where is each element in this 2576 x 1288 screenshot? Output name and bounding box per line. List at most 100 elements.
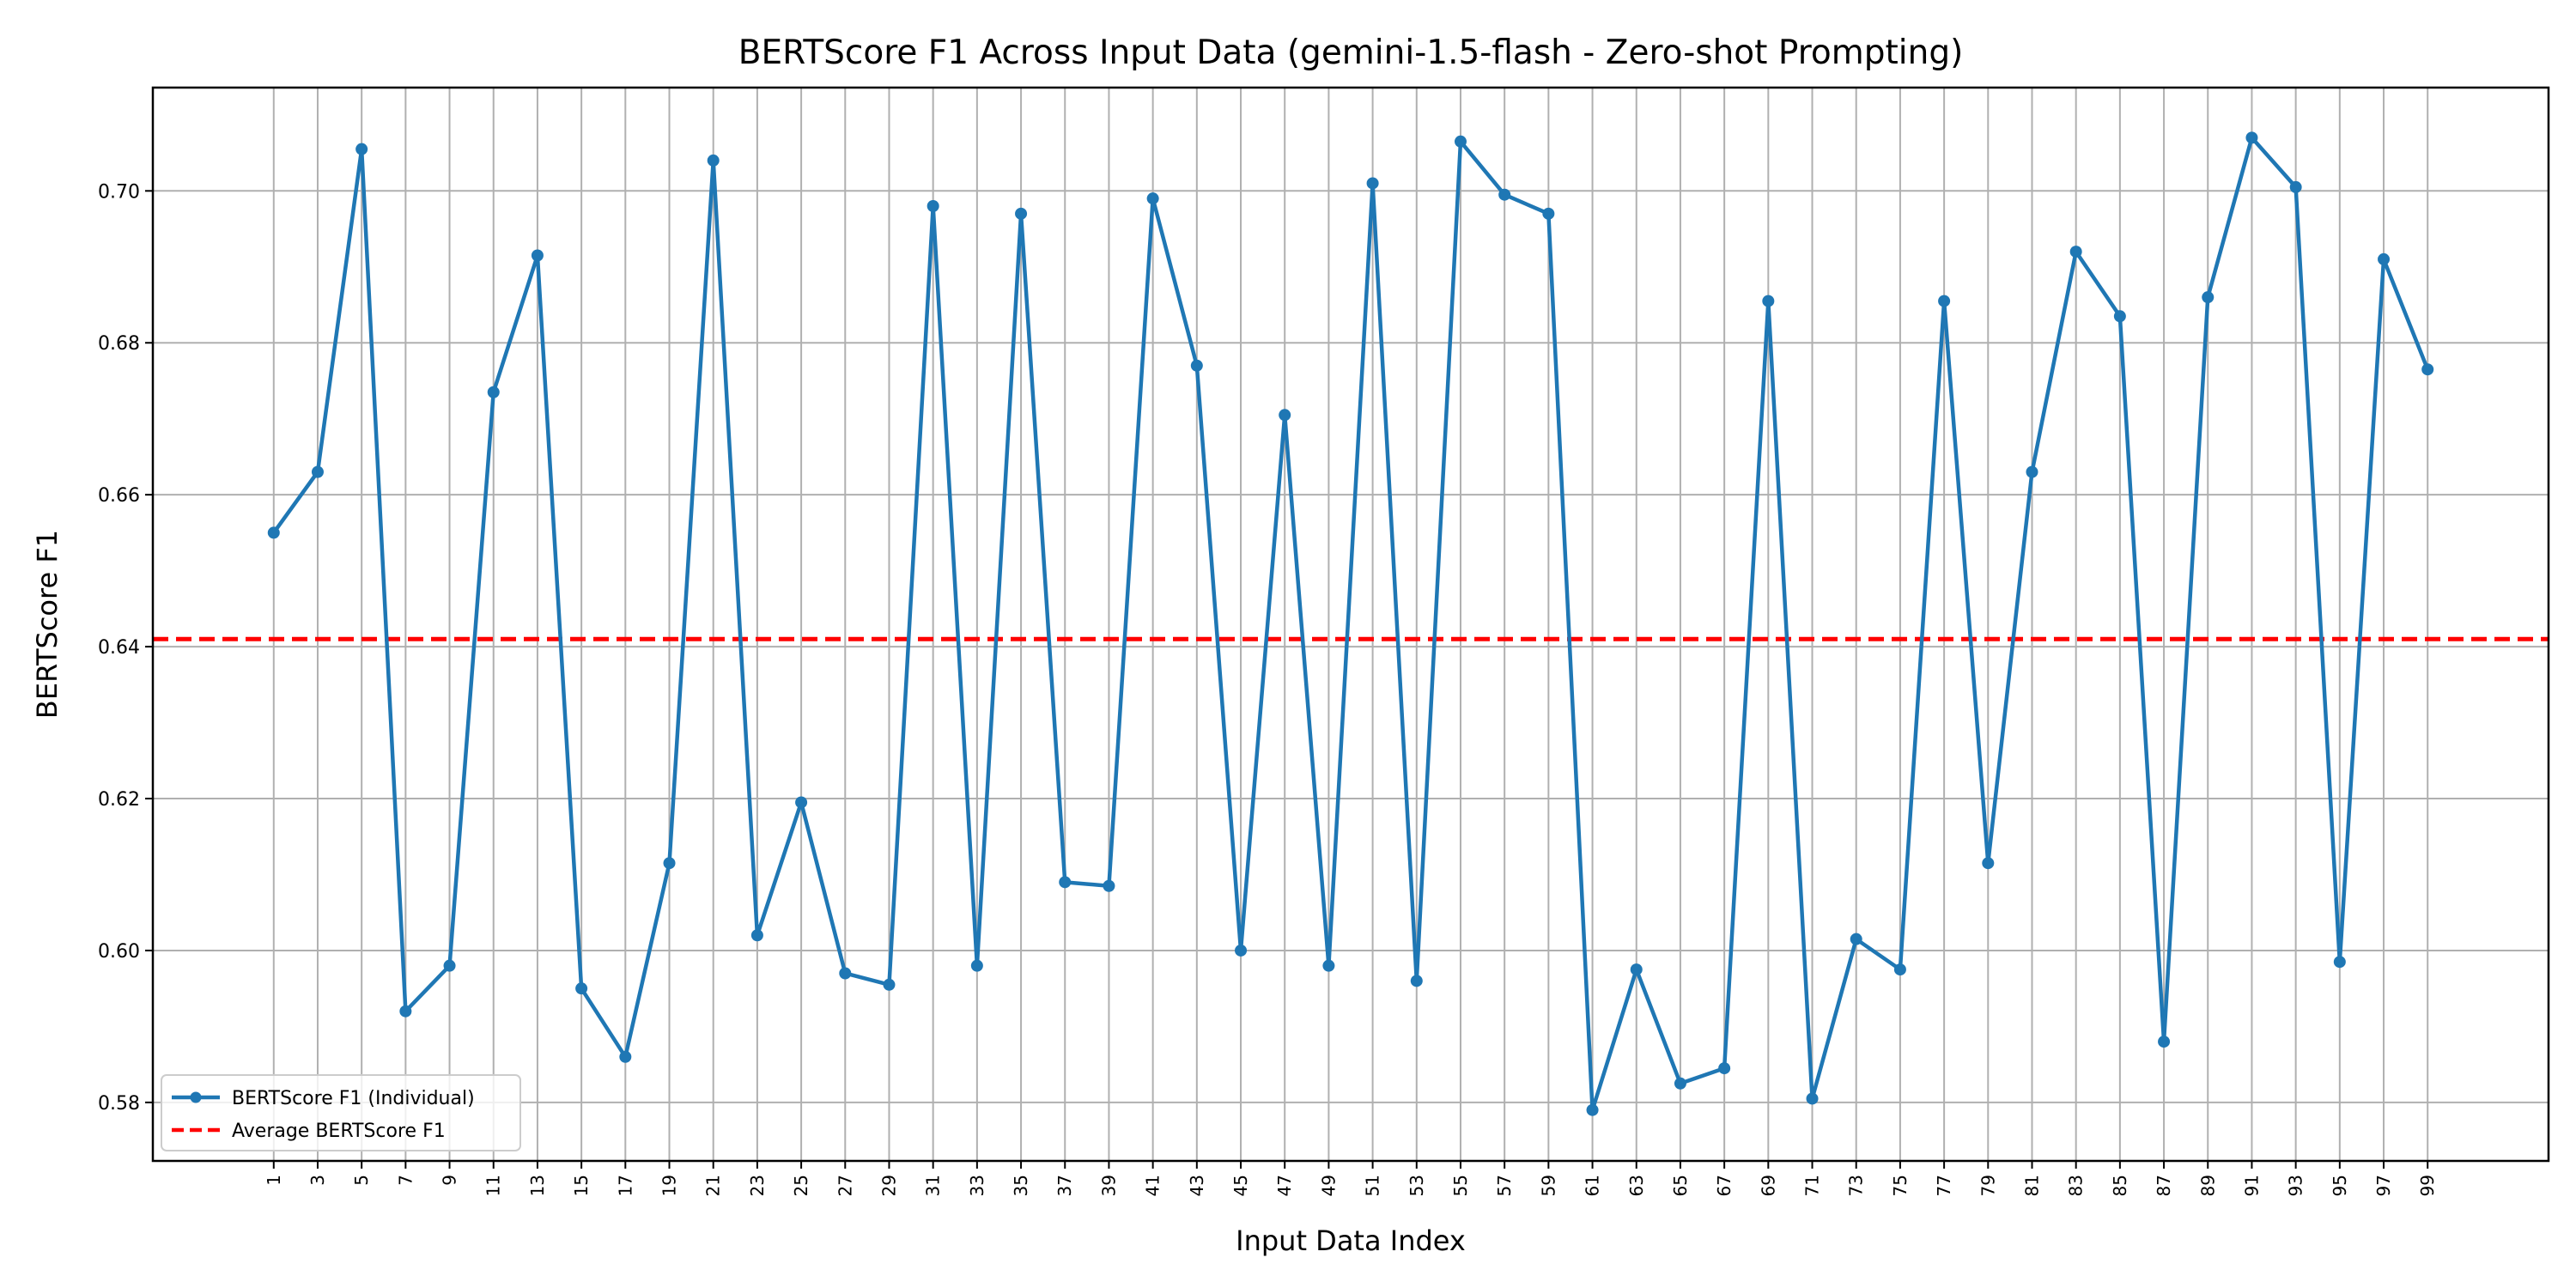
data-point (1366, 177, 1379, 190)
x-tick-label: 67 (1714, 1175, 1735, 1196)
data-point (970, 959, 983, 972)
x-tick-label: 7 (395, 1175, 416, 1186)
y-tick-label: 0.68 (98, 333, 140, 355)
x-tick-label: 89 (2197, 1175, 2218, 1196)
x-tick-label: 57 (1494, 1175, 1515, 1196)
x-tick-label: 25 (791, 1175, 811, 1196)
data-point (2289, 180, 2302, 193)
series-layer (267, 131, 2434, 1116)
x-tick-label: 93 (2286, 1175, 2306, 1196)
x-tick-label: 79 (1978, 1175, 1998, 1196)
data-point (1982, 857, 1995, 870)
data-point (1322, 959, 1335, 972)
x-tick-label: 9 (440, 1175, 460, 1186)
x-tick-label: 71 (1802, 1175, 1823, 1196)
data-point (487, 386, 500, 398)
data-point (1938, 295, 1951, 307)
data-point (1850, 933, 1862, 945)
data-point (2421, 363, 2434, 376)
x-tick-label: 43 (1187, 1175, 1207, 1196)
axis-ticks: 1 3 5 7 9 11 13 15 17 19 21 23 25 27 29 31 33 35 37 39 41 43 4… (98, 181, 2438, 1196)
x-tick-label: 39 (1098, 1175, 1119, 1196)
x-tick-label: 23 (747, 1175, 768, 1196)
data-point (839, 967, 852, 980)
x-tick-label: 55 (1450, 1175, 1471, 1196)
x-tick-label: 19 (659, 1175, 680, 1196)
data-point (2158, 1036, 2171, 1048)
data-point (311, 465, 324, 478)
y-tick-label: 0.66 (98, 485, 140, 507)
x-tick-label: 27 (835, 1175, 855, 1196)
x-tick-label: 61 (1583, 1175, 1603, 1196)
y-tick-label: 0.64 (98, 637, 140, 659)
x-tick-label: 35 (1011, 1175, 1031, 1196)
data-point (575, 982, 588, 995)
data-point (1674, 1077, 1686, 1090)
y-tick-label: 0.60 (98, 941, 140, 963)
data-point (1015, 207, 1028, 220)
y-tick-label: 0.62 (98, 789, 140, 811)
data-point (1410, 975, 1423, 987)
x-tick-label: 29 (878, 1175, 899, 1196)
data-point (1146, 192, 1159, 205)
data-point (2069, 246, 2082, 258)
x-tick-label: 91 (2241, 1175, 2262, 1196)
data-point (1498, 188, 1511, 201)
data-point (2026, 465, 2038, 478)
data-point (1103, 879, 1115, 892)
data-point (1279, 409, 1291, 422)
x-tick-label: 11 (483, 1175, 504, 1196)
x-tick-label: 95 (2330, 1175, 2350, 1196)
data-point (619, 1050, 632, 1063)
x-tick-label: 53 (1406, 1175, 1427, 1196)
x-tick-label: 99 (2417, 1175, 2438, 1196)
x-tick-label: 13 (527, 1175, 548, 1196)
data-point (2378, 252, 2391, 265)
data-point (1586, 1103, 1599, 1116)
data-point (1190, 359, 1203, 372)
data-point (2333, 956, 2346, 969)
data-point (2202, 291, 2215, 304)
data-point (443, 959, 456, 972)
x-tick-label: 85 (2110, 1175, 2130, 1196)
data-point (1059, 876, 1072, 889)
x-tick-label: 77 (1934, 1175, 1954, 1196)
legend-label-individual: BERTScore F1 (Individual) (232, 1088, 475, 1109)
grid-lines (153, 88, 2549, 1161)
x-tick-label: 81 (2021, 1175, 2042, 1196)
data-point (1542, 207, 1555, 220)
x-tick-label: 3 (307, 1175, 328, 1186)
data-point (2245, 131, 2258, 144)
data-point (883, 978, 896, 991)
x-tick-label: 69 (1758, 1175, 1778, 1196)
legend: BERTScore F1 (Individual) Average BERTSc… (161, 1074, 521, 1151)
data-point (531, 249, 544, 262)
x-tick-label: 17 (615, 1175, 635, 1196)
x-tick-label: 45 (1230, 1175, 1251, 1196)
x-tick-label: 75 (1890, 1175, 1911, 1196)
x-tick-label: 63 (1626, 1175, 1647, 1196)
x-tick-label: 49 (1318, 1175, 1339, 1196)
x-tick-label: 31 (923, 1175, 944, 1196)
legend-box (161, 1074, 521, 1151)
data-point (1806, 1092, 1819, 1105)
x-tick-label: 47 (1274, 1175, 1295, 1196)
data-point (707, 154, 720, 167)
data-point (1630, 963, 1643, 976)
y-tick-label: 0.58 (98, 1093, 140, 1115)
data-point (927, 200, 939, 213)
x-tick-label: 21 (703, 1175, 724, 1196)
data-point (267, 526, 280, 539)
series-line-individual (271, 136, 2430, 1112)
data-point (2113, 310, 2126, 323)
data-point (1235, 944, 1248, 957)
data-point (1762, 295, 1775, 307)
x-axis-label: Input Data Index (1236, 1224, 1466, 1257)
x-tick-label: 5 (351, 1175, 372, 1186)
x-tick-label: 15 (571, 1175, 592, 1196)
legend-marker-individual (190, 1091, 202, 1103)
chart-title: BERTScore F1 Across Input Data (gemini-1… (738, 33, 1964, 72)
data-point (399, 1005, 412, 1018)
